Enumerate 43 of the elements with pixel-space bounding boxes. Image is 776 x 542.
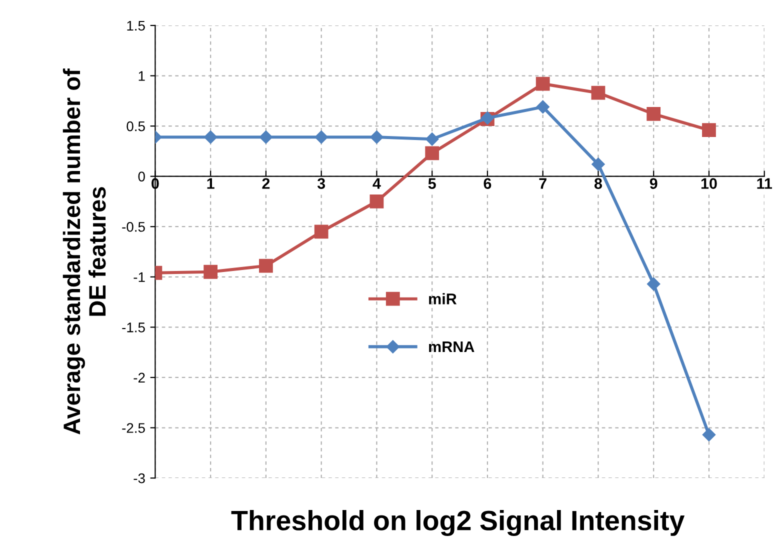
y-tick-label: -1.5 xyxy=(122,322,145,332)
y-axis-title: Average standardized number of DE features xyxy=(62,68,106,434)
point xyxy=(702,428,716,442)
y-tick-label: 0.5 xyxy=(126,121,145,132)
x-tick-label: 8 xyxy=(594,178,602,189)
point xyxy=(646,107,661,121)
y-tick-label: -1 xyxy=(134,272,145,282)
point xyxy=(370,130,384,144)
x-tick-label: 11 xyxy=(757,178,772,189)
x-tick-label: 9 xyxy=(650,178,658,189)
y-tick-label: -0.5 xyxy=(122,222,145,232)
point xyxy=(702,123,716,138)
x-tick-label: 5 xyxy=(428,178,436,189)
y-tick-label: 0 xyxy=(138,172,145,182)
point xyxy=(536,100,550,114)
point xyxy=(259,130,273,144)
point xyxy=(370,194,384,208)
y-tick-label: -2 xyxy=(134,372,145,383)
x-axis-title: Threshold on log2 Signal Intensity xyxy=(231,510,685,536)
point xyxy=(536,76,550,91)
x-tick-label: 4 xyxy=(372,178,381,189)
point xyxy=(314,130,328,144)
y-tick-label: 1.5 xyxy=(127,20,145,31)
point xyxy=(592,158,605,171)
y-tick-label: -3 xyxy=(134,473,145,484)
y-tick-label: 1 xyxy=(138,71,145,81)
x-tick-label: 2 xyxy=(262,178,270,189)
point xyxy=(259,258,273,273)
point xyxy=(204,130,218,144)
x-tick-label: 3 xyxy=(317,178,326,189)
legend-label: miR xyxy=(429,293,457,304)
x-tick-label: 10 xyxy=(701,178,717,189)
point xyxy=(591,86,606,100)
point xyxy=(426,132,439,146)
point xyxy=(425,146,440,160)
point xyxy=(314,224,328,239)
point xyxy=(647,277,660,291)
x-tick-label: 7 xyxy=(539,178,546,189)
x-tick-label: 1 xyxy=(207,178,214,189)
x-tick-label: 6 xyxy=(484,178,492,189)
y-tick-label: -2.5 xyxy=(122,423,145,433)
legend-label: mRNA xyxy=(429,342,474,352)
point xyxy=(204,264,218,279)
